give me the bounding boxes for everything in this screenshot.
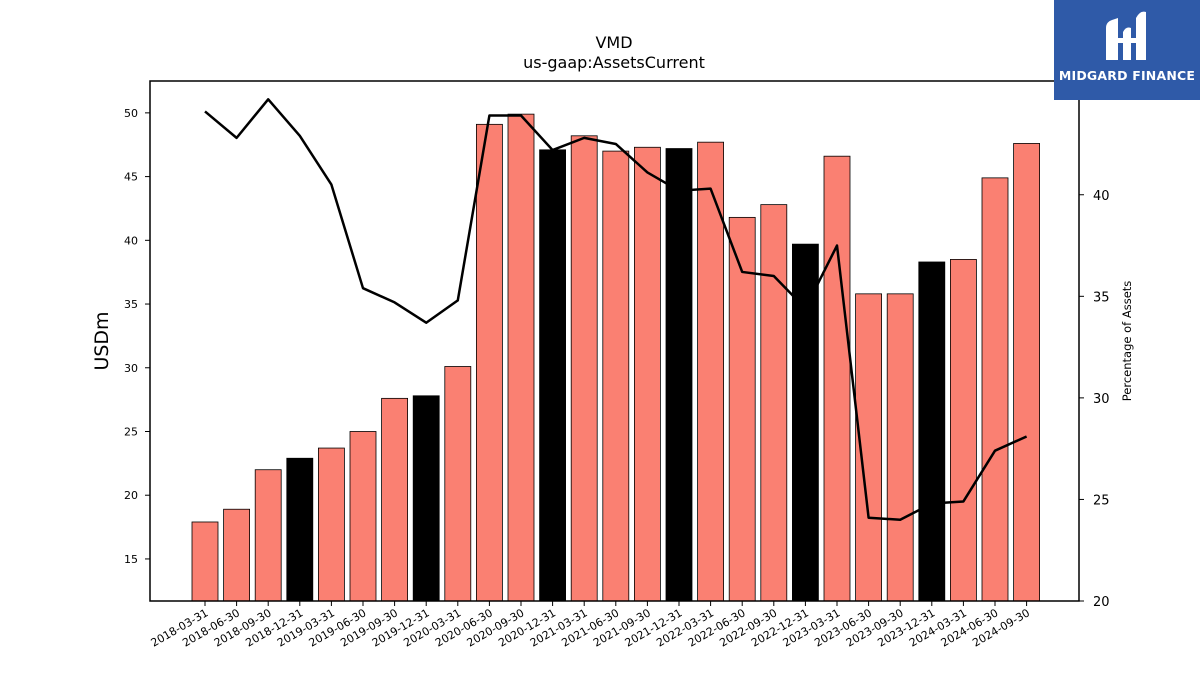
bar: [886, 293, 914, 602]
bar: [539, 149, 566, 602]
bar: [412, 395, 440, 602]
bar: [950, 259, 977, 602]
bar: [1013, 143, 1040, 602]
bar: [349, 431, 377, 602]
percentage-line: [204, 98, 1028, 521]
chart-title: VMD: [595, 33, 632, 52]
y2-tick-label: 30: [1093, 392, 1110, 407]
bar: [602, 150, 630, 602]
y-tick-label: 40: [124, 234, 138, 247]
bar: [254, 469, 282, 602]
y-tick-label: 45: [124, 171, 138, 184]
bar: [981, 177, 1009, 602]
bar: [697, 141, 724, 602]
logo: MIDGARD FINANCE: [1054, 0, 1200, 100]
bar: [475, 123, 503, 602]
y2-tick-label: 40: [1093, 189, 1110, 204]
bar: [634, 146, 661, 602]
bar: [507, 113, 535, 602]
bar: [191, 521, 219, 602]
bar: [286, 457, 314, 602]
y-tick-label: 30: [124, 362, 138, 375]
y2-tick-label: 25: [1093, 493, 1110, 508]
bar: [570, 135, 598, 602]
y-tick-label: 35: [124, 298, 138, 311]
logo-text: MIDGARD FINANCE: [1058, 68, 1196, 83]
chart-subtitle: us-gaap:AssetsCurrent: [523, 53, 705, 72]
bar: [823, 155, 851, 602]
bar: [223, 508, 251, 602]
y-tick-label: 50: [124, 107, 138, 120]
bar: [760, 204, 788, 602]
y-axis-label: USDm: [91, 311, 113, 370]
y2-tick-label: 20: [1093, 595, 1110, 610]
bar: [918, 261, 946, 602]
y2-tick-label: 35: [1093, 290, 1110, 305]
bar: [317, 447, 345, 602]
bar: [792, 243, 819, 602]
bar: [665, 148, 693, 602]
y2-axis-label: Percentage of Assets: [1120, 281, 1134, 402]
bar: [381, 397, 409, 602]
bar: [444, 366, 472, 602]
bar: [728, 216, 756, 602]
y-tick-label: 15: [124, 553, 138, 566]
y-tick-label: 25: [124, 425, 138, 438]
plot-frame: [149, 80, 1080, 602]
y-tick-label: 20: [124, 489, 138, 502]
midgard-logo-icon: [1106, 11, 1146, 61]
